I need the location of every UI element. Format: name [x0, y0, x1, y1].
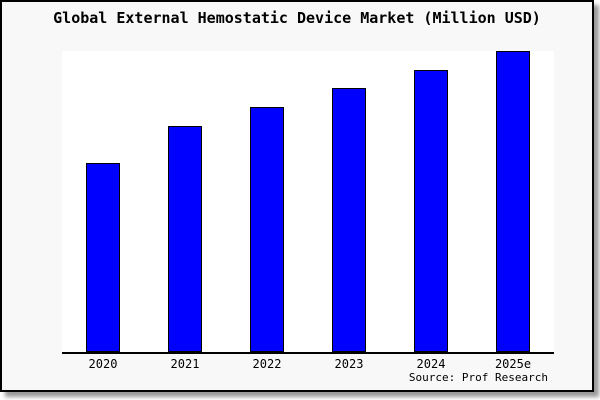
x-tick-label-2023: 2023 [334, 357, 364, 371]
chart-title: Global External Hemostatic Device Market… [53, 9, 541, 27]
plot-area [62, 51, 554, 354]
bar-2024 [414, 70, 448, 352]
bar-2025e [496, 51, 530, 352]
x-tick-label-2025e: 2025e [494, 357, 532, 371]
source-note: Source: Prof Research [408, 371, 548, 384]
x-axis-labels: 2020 2021 2022 2023 2024 2025e [2, 357, 592, 371]
x-tick-label-2022: 2022 [252, 357, 282, 371]
bar-2023 [332, 88, 366, 352]
chart-frame: Global External Hemostatic Device Market… [0, 0, 594, 392]
bar-2020 [86, 163, 120, 352]
x-tick-label-2021: 2021 [170, 357, 200, 371]
bar-2021 [168, 126, 202, 352]
x-tick-label-2020: 2020 [88, 357, 118, 371]
x-tick-label-2024: 2024 [416, 357, 446, 371]
bar-2022 [250, 107, 284, 352]
